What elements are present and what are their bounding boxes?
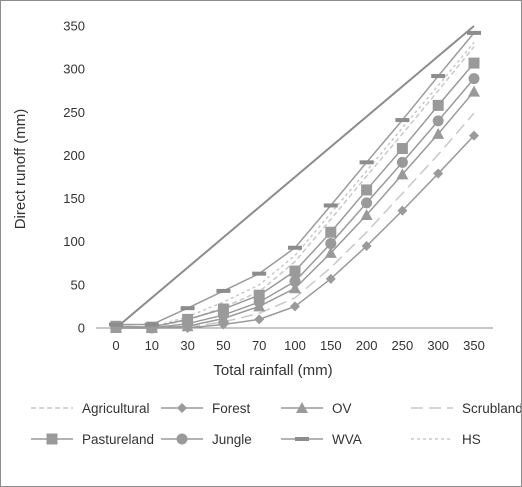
x-tick-label: 50	[216, 338, 230, 353]
x-tick-labels: 0 10 30 50 70 100 150 200 250 300 350	[112, 338, 484, 353]
x-tick-label: 0	[112, 338, 119, 353]
legend: Agricultural Forest OV Scrubland Pastureland…	[31, 401, 521, 447]
data-point	[288, 245, 302, 250]
data-point	[253, 296, 265, 308]
data-point	[295, 437, 309, 441]
data-point	[468, 85, 480, 97]
legend-item: HS	[411, 432, 481, 447]
x-tick-label: 70	[252, 338, 266, 353]
y-tick-label: 350	[63, 19, 85, 34]
data-point	[144, 322, 159, 327]
data-point	[361, 241, 372, 252]
legend-item: WVA	[281, 432, 362, 447]
legend-label: Jungle	[212, 432, 252, 447]
series-line	[116, 112, 475, 329]
legend-label: WVA	[332, 432, 362, 447]
legend-item: OV	[281, 401, 352, 416]
data-point	[432, 115, 444, 127]
y-tick-label: 300	[63, 62, 85, 77]
series-jungle	[110, 73, 480, 334]
series-scrubland	[116, 112, 475, 329]
data-point	[217, 303, 229, 315]
data-point	[325, 237, 337, 249]
x-tick-label: 250	[392, 338, 414, 353]
series-wva	[109, 30, 481, 327]
data-point	[469, 130, 479, 141]
legend-item: Jungle	[161, 432, 252, 447]
data-point	[216, 288, 231, 293]
legend-label: Agricultural	[82, 401, 150, 416]
reference-line	[115, 25, 475, 329]
series-line	[115, 41, 475, 329]
data-point	[46, 433, 58, 445]
data-point	[359, 160, 374, 165]
data-point	[468, 73, 480, 85]
data-point	[109, 322, 123, 327]
data-point	[361, 197, 373, 209]
data-point	[396, 156, 408, 168]
data-point	[397, 205, 408, 216]
x-tick-label: 10	[145, 338, 159, 353]
data-point	[325, 226, 337, 238]
data-point	[360, 208, 373, 220]
legend-item: Agricultural	[31, 401, 150, 416]
y-tick-label: 50	[71, 277, 85, 292]
y-tick-label: 100	[63, 234, 85, 249]
series-hs	[115, 41, 475, 329]
legend-label: OV	[332, 401, 352, 416]
legend-label: HS	[462, 432, 481, 447]
data-point	[296, 402, 308, 413]
data-point	[361, 184, 373, 196]
data-point	[180, 306, 195, 311]
legend-label: Forest	[212, 401, 251, 416]
series-layer	[109, 25, 481, 334]
x-tick-label: 350	[463, 338, 485, 353]
legend-item: Forest	[161, 401, 251, 416]
data-point	[432, 127, 445, 139]
x-axis-title: Total rainfall (mm)	[213, 362, 332, 379]
y-tick-labels: 0 50 100 150 200 250 300 350	[63, 19, 85, 336]
legend-label: Scrubland	[462, 401, 521, 416]
data-point	[253, 289, 265, 301]
data-point	[396, 143, 408, 155]
x-tick-label: 200	[356, 338, 378, 353]
x-tick-label: 100	[284, 338, 306, 353]
data-point	[323, 203, 338, 208]
data-point	[182, 318, 194, 330]
legend-item: Pastureland	[31, 432, 154, 447]
x-tick-label: 300	[427, 338, 449, 353]
x-tick-label: 150	[320, 338, 342, 353]
series-line	[116, 135, 475, 329]
data-point	[431, 74, 446, 79]
data-point	[395, 118, 410, 123]
data-point	[467, 30, 481, 35]
y-tick-label: 200	[63, 148, 85, 163]
data-point	[325, 273, 336, 284]
data-point	[177, 403, 187, 413]
data-point	[217, 309, 229, 321]
data-point	[289, 282, 301, 294]
y-tick-label: 150	[63, 191, 85, 206]
legend-item: Scrubland	[411, 401, 521, 416]
data-point	[254, 314, 265, 325]
x-tick-label: 30	[180, 338, 194, 353]
legend-label: Pastureland	[82, 432, 154, 447]
data-point	[289, 265, 301, 277]
data-point	[396, 168, 409, 180]
data-point	[433, 168, 444, 179]
data-point	[252, 271, 267, 276]
data-point	[290, 301, 300, 312]
series-forest	[111, 130, 479, 333]
data-point	[324, 246, 337, 258]
data-point	[289, 275, 301, 287]
y-axis-title: Direct runoff (mm)	[12, 109, 29, 230]
y-tick-label: 0	[78, 321, 85, 336]
data-point	[468, 57, 480, 69]
data-point	[176, 433, 188, 445]
data-point	[432, 99, 444, 111]
y-tick-label: 250	[63, 105, 85, 120]
